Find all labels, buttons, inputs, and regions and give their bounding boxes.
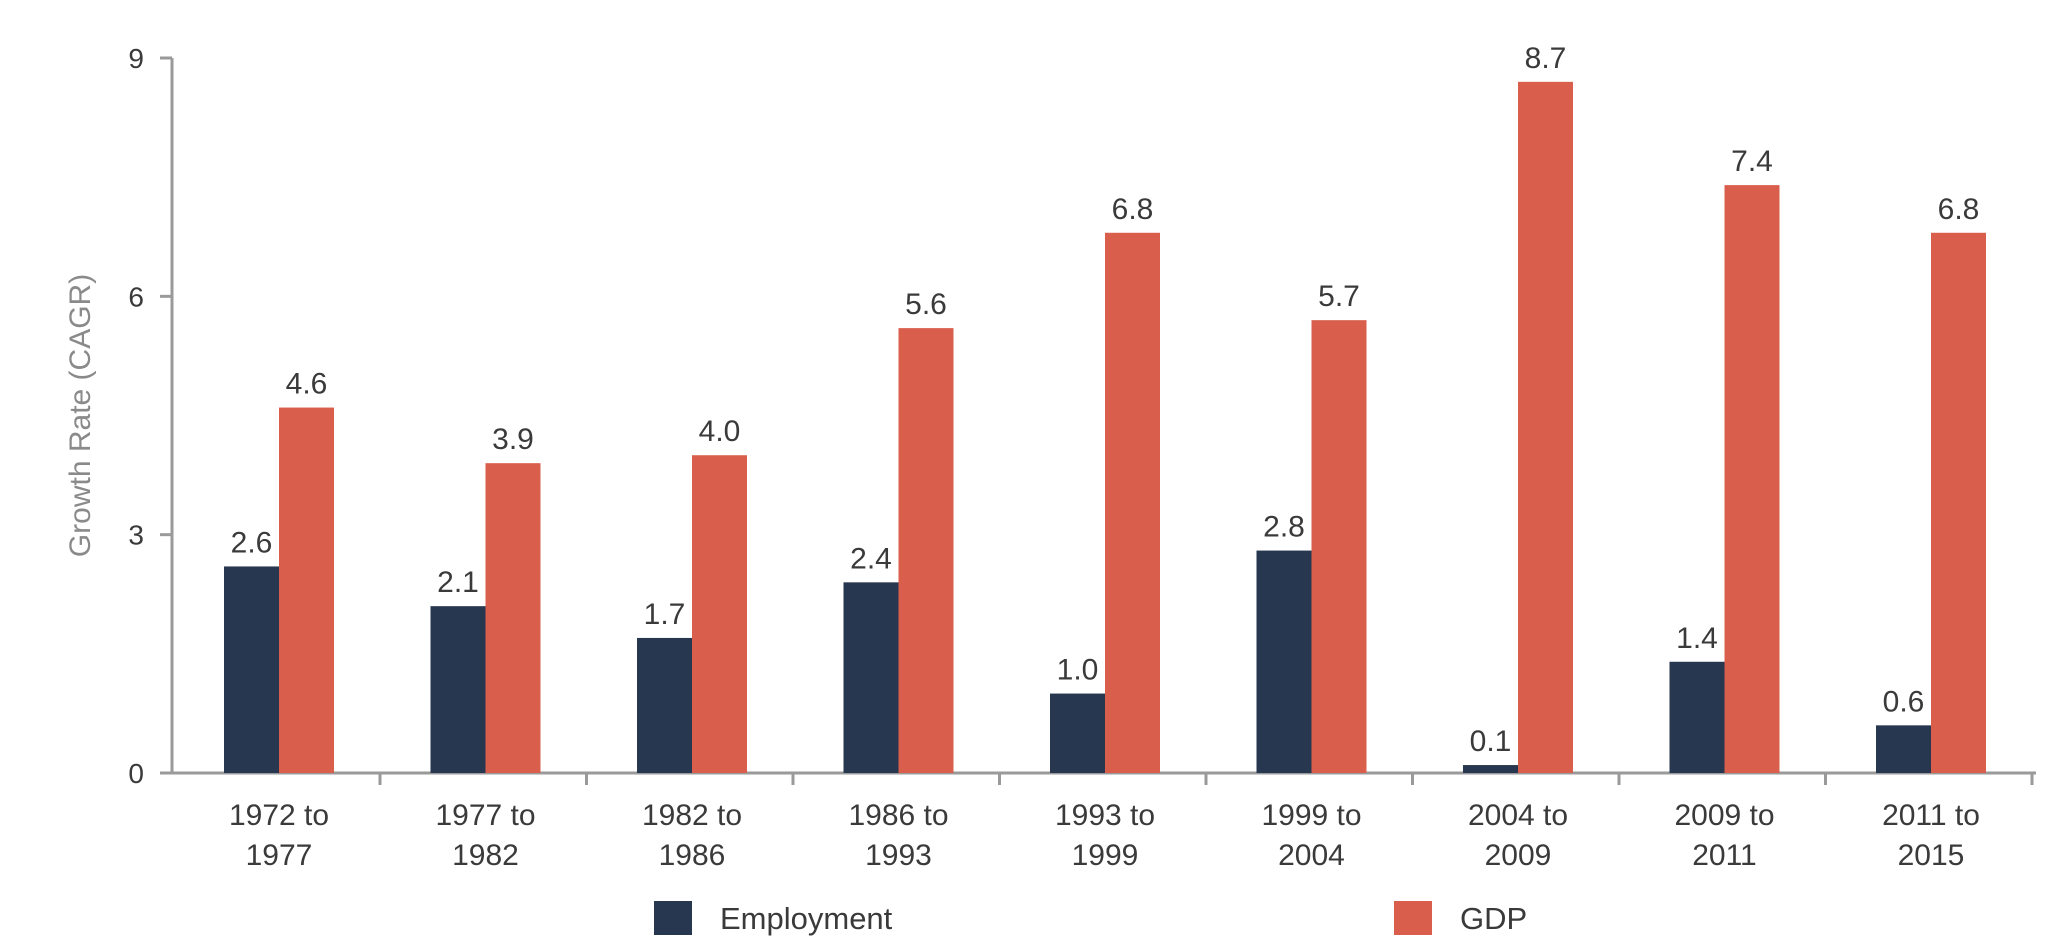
legend: Employment GDP	[654, 901, 1527, 936]
bar-employment-8	[1876, 725, 1931, 773]
data-label-employment: 1.4	[1676, 622, 1718, 655]
data-label-employment: 0.6	[1883, 685, 1925, 718]
legend-swatch-employment	[654, 901, 692, 935]
data-label-gdp: 6.8	[1938, 193, 1980, 226]
data-label-employment: 2.4	[850, 542, 892, 575]
x-tick-label: 1977 to 1982	[435, 799, 535, 872]
data-label-gdp: 7.4	[1731, 145, 1773, 178]
data-label-gdp: 4.0	[699, 415, 741, 448]
bar-employment-7	[1669, 661, 1725, 773]
y-tick-label: 6	[128, 281, 144, 312]
bar-employment-1	[430, 606, 486, 773]
y-axis-title: Growth Rate (CAGR)	[64, 274, 97, 557]
data-label-employment: 2.6	[231, 526, 273, 559]
data-label-gdp: 3.9	[492, 423, 534, 456]
data-label-employment: 0.1	[1470, 725, 1512, 758]
data-label-employment: 2.8	[1263, 511, 1305, 544]
bar-gdp-2	[692, 455, 747, 773]
bar-gdp-5	[1311, 320, 1367, 773]
x-tick-label: 1993 to 1999	[1055, 799, 1155, 872]
x-tick-label: 2004 to 2009	[1468, 799, 1568, 872]
bar-gdp-6	[1518, 81, 1573, 774]
data-label-gdp: 6.8	[1112, 193, 1154, 226]
y-tick-label: 9	[128, 43, 144, 74]
data-label-employment: 1.7	[644, 598, 686, 631]
bar-gdp-7	[1724, 185, 1780, 774]
y-tick-label: 3	[128, 520, 144, 551]
bars	[224, 81, 1986, 774]
legend-label-employment: Employment	[720, 901, 893, 936]
bar-gdp-8	[1931, 232, 1986, 773]
bar-employment-6	[1463, 765, 1518, 773]
bar-employment-5	[1256, 550, 1312, 773]
x-tick-label: 1986 to 1993	[848, 799, 948, 872]
bar-gdp-4	[1105, 232, 1160, 773]
x-tick-label: 2009 to 2011	[1674, 799, 1774, 872]
labels: 2.6 4.6 1972 to 1977 2.1 3.9 1977 to 1982 1.7 4.0…	[229, 42, 1980, 872]
x-tick-label: 1982 to 1986	[642, 799, 742, 872]
bar-employment-4	[1050, 693, 1105, 773]
data-label-gdp: 8.7	[1525, 42, 1567, 75]
data-label-employment: 2.1	[437, 566, 479, 599]
legend-label-gdp: GDP	[1460, 901, 1527, 936]
legend-swatch-gdp	[1394, 901, 1432, 935]
bar-employment-0	[224, 566, 279, 773]
bar-gdp-3	[898, 328, 954, 773]
x-tick-label: 1999 to 2004	[1261, 799, 1361, 872]
x-tick-label: 1972 to 1977	[229, 799, 329, 872]
data-label-gdp: 4.6	[286, 368, 328, 401]
data-label-employment: 1.0	[1057, 654, 1099, 687]
data-label-gdp: 5.6	[905, 288, 947, 321]
bar-gdp-1	[485, 463, 541, 773]
bar-employment-3	[843, 582, 899, 773]
bar-gdp-0	[279, 407, 334, 773]
data-label-gdp: 5.7	[1318, 280, 1360, 313]
bar-employment-2	[637, 637, 692, 773]
y-tick-label: 0	[128, 758, 144, 789]
x-tick-label: 2011 to 2015	[1882, 799, 1980, 872]
